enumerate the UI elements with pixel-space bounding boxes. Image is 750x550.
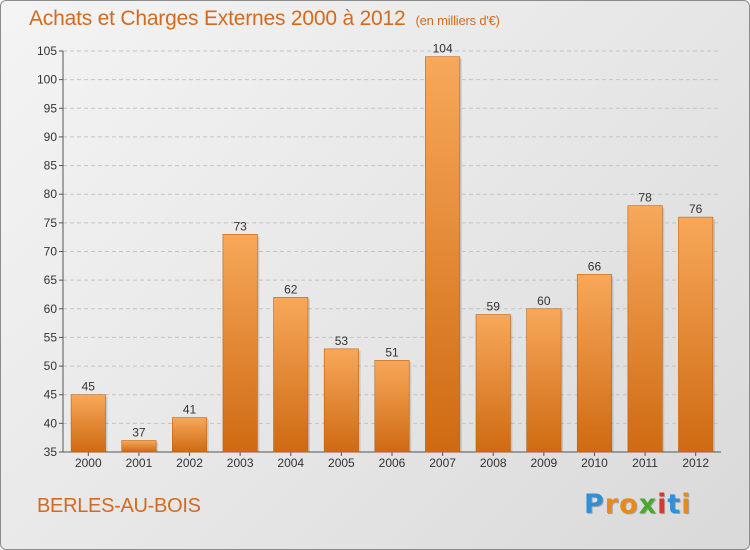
data-label: 41	[183, 403, 197, 417]
bar-2001	[121, 440, 157, 453]
chart-title: Achats et Charges Externes 2000 à 2012 (e…	[29, 7, 500, 31]
logo-letter: P	[584, 489, 605, 520]
proxiti-logo[interactable]: Proxiti	[584, 489, 692, 520]
data-label: 60	[537, 294, 551, 308]
chart-title-text: Achats et Charges Externes 2000 à 2012	[29, 7, 406, 30]
y-tick-label: 85	[44, 159, 58, 173]
location-name: BERLES-AU-BOIS	[37, 495, 201, 517]
data-label: 59	[487, 300, 501, 314]
data-label: 76	[689, 202, 703, 216]
logo-letter: i	[681, 489, 692, 520]
bar-2002	[172, 417, 208, 453]
x-tick-label: 2007	[429, 456, 456, 470]
x-tick-label: 2005	[328, 456, 355, 470]
bar-2004	[273, 297, 309, 453]
axes: 35 40 45 50 55 60 65 70 75 80 85 90 95 100 105	[37, 44, 721, 459]
x-tick-label: 2004	[277, 456, 304, 470]
x-tick-label: 2012	[682, 456, 709, 470]
bar-2008	[475, 314, 511, 453]
y-tick-label: 65	[44, 273, 58, 287]
y-tick-label: 60	[44, 302, 58, 316]
y-tick-label: 40	[44, 416, 58, 430]
x-tick-label: 2008	[480, 456, 507, 470]
labels: 45 2000 37 2001 41 2002 73 2003 62 2004 53 2005 51 20…	[75, 42, 709, 470]
x-tick-label: 2009	[530, 456, 557, 470]
bars	[70, 56, 715, 453]
y-tick-label: 55	[44, 330, 58, 344]
chart-unit-note: (en milliers d'€)	[415, 13, 500, 28]
x-tick-label: 2003	[227, 456, 254, 470]
data-label: 66	[588, 259, 602, 273]
data-label: 62	[284, 282, 298, 296]
bar-2005	[323, 348, 359, 453]
bar-2010	[576, 274, 612, 453]
y-tick-label: 75	[44, 216, 58, 230]
data-label: 78	[638, 191, 652, 205]
data-label: 37	[132, 426, 146, 440]
y-tick-label: 90	[44, 130, 58, 144]
x-tick-label: 2001	[126, 456, 153, 470]
data-label: 73	[233, 219, 247, 233]
logo-letter: t	[667, 489, 682, 520]
logo-letter: i	[657, 489, 668, 520]
y-tick-label: 80	[44, 187, 58, 201]
bar-2012	[678, 216, 714, 453]
data-label: 51	[385, 345, 399, 359]
y-tick-label: 105	[37, 44, 57, 58]
y-tick-label: 70	[44, 245, 58, 259]
x-tick-label: 2000	[75, 456, 102, 470]
bar-2000	[70, 394, 106, 453]
bar-2009	[526, 308, 562, 453]
data-label: 104	[433, 42, 453, 56]
logo-letter: x	[638, 489, 658, 520]
x-tick-label: 2002	[176, 456, 203, 470]
logo-letter: r	[604, 489, 620, 520]
data-label: 53	[335, 334, 349, 348]
bar-2003	[222, 234, 258, 453]
y-tick-label: 100	[37, 73, 57, 87]
x-tick-label: 2006	[379, 456, 406, 470]
y-tick-label: 50	[44, 359, 58, 373]
bar-2006	[374, 360, 410, 453]
x-tick-label: 2010	[581, 456, 608, 470]
logo-letter: o	[619, 489, 639, 520]
y-tick-label: 95	[44, 101, 58, 115]
bar-2011	[627, 205, 663, 453]
x-tick-label: 2011	[632, 456, 658, 470]
y-tick-label: 35	[44, 445, 58, 459]
data-label: 45	[82, 380, 96, 394]
y-tick-label: 45	[44, 388, 58, 402]
bar-2007	[425, 56, 461, 453]
